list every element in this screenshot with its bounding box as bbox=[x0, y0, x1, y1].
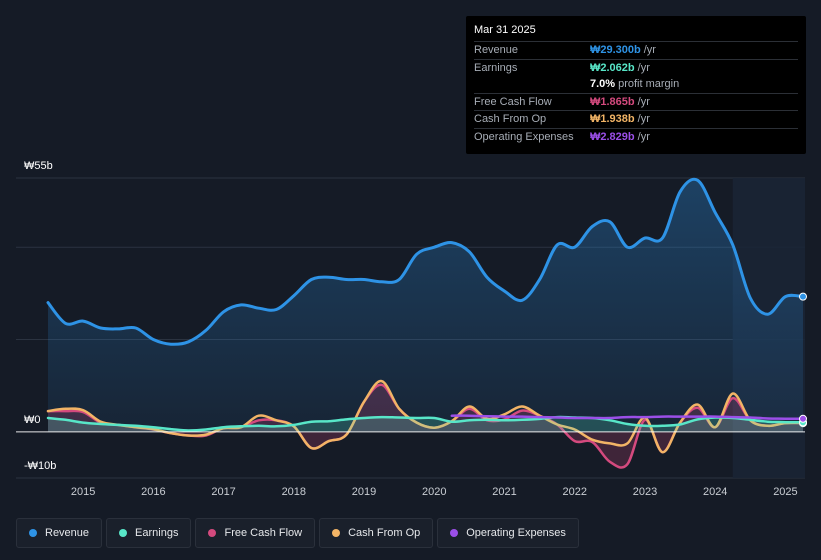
x-tick-label: 2022 bbox=[563, 486, 587, 498]
tooltip-row-label: Free Cash Flow bbox=[474, 95, 552, 108]
legend-label: Revenue bbox=[45, 527, 90, 539]
tooltip-row-label: Revenue bbox=[474, 44, 519, 57]
tooltip-row-unit: profit margin bbox=[618, 78, 680, 91]
y-label-zero: ₩0 bbox=[24, 414, 41, 426]
legend-dot-icon bbox=[119, 529, 128, 537]
x-tick-label: 2020 bbox=[422, 486, 446, 498]
legend-dot-icon bbox=[208, 529, 217, 537]
x-tick-label: 2024 bbox=[703, 486, 727, 498]
revenue-area bbox=[48, 179, 803, 432]
y-label-bottom: -₩10b bbox=[24, 460, 57, 472]
tooltip-row-label: Cash From Op bbox=[474, 113, 547, 126]
tooltip-row-label: Earnings bbox=[474, 61, 518, 74]
tooltip-rows: Revenue ₩29.300b/yr Earnings ₩2.062b/yr 7.0%… bbox=[474, 41, 798, 145]
tooltip-row-value: ₩2.062b bbox=[590, 61, 635, 74]
tooltip-row-value: ₩1.938b bbox=[590, 113, 635, 126]
data-tooltip: Mar 31 2025 Revenue ₩29.300b/yr Earnings ₩2… bbox=[466, 16, 806, 154]
tooltip-row-value: 7.0% bbox=[590, 78, 616, 91]
x-tick-label: 2015 bbox=[71, 486, 95, 498]
x-tick-label: 2017 bbox=[211, 486, 235, 498]
legend-item-earnings[interactable]: Earnings bbox=[106, 518, 192, 548]
tooltip-row: Operating Expenses ₩2.829b/yr bbox=[474, 127, 798, 146]
legend-label: Operating Expenses bbox=[466, 527, 566, 539]
legend-item-revenue[interactable]: Revenue bbox=[16, 518, 103, 548]
revenue-endpoint bbox=[799, 292, 807, 301]
tooltip-row: Earnings ₩2.062b/yr bbox=[474, 58, 798, 77]
tooltip-row-value: ₩29.300b bbox=[590, 44, 641, 57]
y-label-top: ₩55b bbox=[24, 160, 53, 172]
operating-expenses-line bbox=[450, 414, 805, 421]
legend-dot-icon bbox=[332, 529, 341, 537]
tooltip-row-unit: /yr bbox=[637, 95, 650, 108]
tooltip-row-label: Operating Expenses bbox=[474, 130, 574, 143]
x-tick-label: 2016 bbox=[141, 486, 165, 498]
tooltip-row: Free Cash Flow ₩1.865b/yr bbox=[474, 92, 798, 111]
tooltip-row-unit: /yr bbox=[637, 61, 650, 74]
legend-label: Cash From Op bbox=[348, 527, 421, 539]
revenue-line bbox=[46, 177, 805, 346]
legend-label: Earnings bbox=[135, 527, 179, 539]
x-tick-label: 2025 bbox=[773, 486, 797, 498]
tooltip-row-value: ₩1.865b bbox=[590, 95, 635, 108]
legend-dot-icon bbox=[450, 529, 459, 537]
operating-expenses-endpoint bbox=[799, 414, 807, 423]
chart-legend: Revenue Earnings Free Cash Flow Cash From O… bbox=[16, 518, 579, 548]
tooltip-date: Mar 31 2025 bbox=[474, 24, 536, 36]
tooltip-row-unit: /yr bbox=[637, 130, 650, 143]
tooltip-row-unit: /yr bbox=[637, 113, 650, 126]
legend-item-free-cash-flow[interactable]: Free Cash Flow bbox=[195, 518, 316, 548]
legend-item-cash-from-op[interactable]: Cash From Op bbox=[319, 518, 434, 548]
tooltip-row-value: ₩2.829b bbox=[590, 130, 635, 143]
earnings-area bbox=[48, 417, 803, 432]
tooltip-row: Cash From Op ₩1.938b/yr bbox=[474, 110, 798, 128]
free-cash-flow-area bbox=[48, 384, 803, 468]
tooltip-row: 7.0% profit margin bbox=[474, 76, 798, 93]
legend-dot-icon bbox=[29, 529, 37, 537]
x-tick-label: 2018 bbox=[282, 486, 306, 498]
earnings-line bbox=[46, 415, 805, 432]
x-tick-label: 2021 bbox=[492, 486, 516, 498]
tooltip-row-unit: /yr bbox=[643, 44, 656, 57]
x-tick-label: 2019 bbox=[352, 486, 376, 498]
x-tick-label: 2023 bbox=[633, 486, 657, 498]
legend-item-operating-expenses[interactable]: Operating Expenses bbox=[437, 518, 579, 548]
tooltip-row: Revenue ₩29.300b/yr bbox=[474, 41, 798, 59]
legend-label: Free Cash Flow bbox=[224, 527, 303, 539]
